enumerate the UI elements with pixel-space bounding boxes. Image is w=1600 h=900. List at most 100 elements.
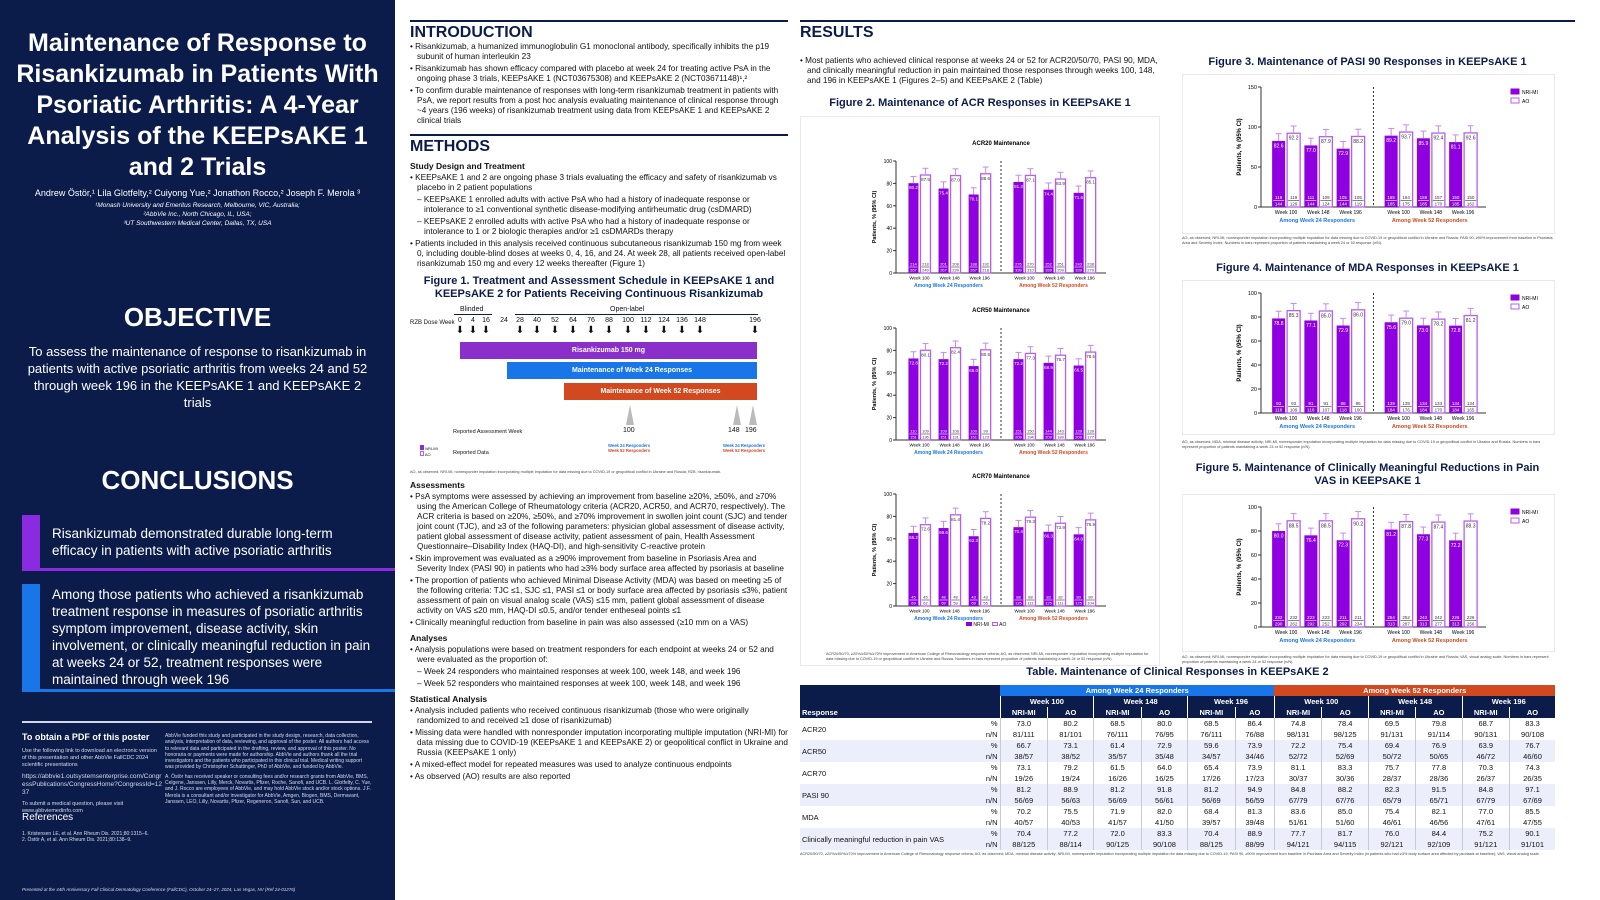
y-tick-label: 60 (886, 537, 892, 543)
data-label: 81.4 (951, 517, 960, 522)
bar-nri-mi (1416, 138, 1430, 207)
data-label: 79.0 (1401, 321, 1411, 327)
data-label: 72.8 (1451, 328, 1461, 334)
bar-nri-mi (1073, 192, 1084, 273)
n-label: 139 (1402, 401, 1410, 406)
data-label: 75.7 (1056, 357, 1065, 362)
figure2-footnote: ACR20/50/70, ≥20%/≥50%/≥70% improvement … (826, 652, 1149, 661)
analyses-sub-bullet: Week 52 responders who maintained respon… (410, 679, 788, 689)
table-cell: 81.7 (1321, 828, 1369, 839)
acr70-chart: ACR70 Maintenance Patients, % (95% CI) 0 20… (872, 474, 1106, 622)
bar-ao (1286, 132, 1301, 208)
dose-week: 40 ⬇ (531, 317, 543, 337)
bar-ao (1054, 354, 1067, 441)
assessment-bullet: PsA symptoms were assessed by achieving … (410, 492, 788, 552)
bar-ao (919, 349, 932, 441)
N-label: 252 (1322, 622, 1330, 627)
table-cell: 30/37 (1273, 773, 1322, 784)
figure1-schedule: Blinded Open-label RZB Dose Week 0 ⬇ 4 ⬇ 16 ⬇… (410, 305, 788, 470)
N-label: 111 (1058, 601, 1065, 606)
table-cell: 70.4 (1187, 828, 1236, 839)
dose-arrow-icon: ⬇ (568, 325, 578, 336)
table-cell: 39/57 (1187, 817, 1236, 828)
table-cell: 81/111 (999, 729, 1048, 740)
data-label: 88.5 (1321, 523, 1331, 529)
table-cell: 94.9 (1234, 784, 1275, 795)
N-label: 170 (1435, 202, 1443, 207)
reference: 2. Östör A, et al. Ann Rheum Dis. 2021;8… (22, 837, 132, 843)
x-tick-label: Week 100 (1014, 276, 1035, 281)
dose-week-number: 76 (587, 317, 595, 324)
y-tick-label: 80 (1251, 529, 1257, 535)
N-label: 125 (1045, 601, 1052, 606)
legend-label: AO (1522, 519, 1529, 525)
bar-ao (1431, 521, 1446, 628)
table-cell: 17/26 (1187, 773, 1236, 784)
response-label: Clinically meaningful reduction in pain … (802, 834, 945, 844)
stats-bullet: A mixed-effect model for repeated measur… (410, 760, 788, 770)
table-cell: 90.1 (1509, 828, 1555, 839)
y-tick-label: 40 (1251, 363, 1257, 369)
table-cell: 67/79 (1461, 795, 1510, 806)
dose-week-number: 112 (640, 317, 652, 324)
dose-week-label: RZB Dose Week (410, 320, 455, 326)
table-cell: 81.2 (1093, 784, 1142, 795)
N-label: 299 (1057, 268, 1064, 273)
bar-nri-mi (1304, 320, 1318, 413)
dose-week-number: 52 (551, 317, 559, 324)
responders-legend: Week 24 Responders Week 52 Responders (723, 443, 765, 453)
table-cell: 56/59 (1234, 795, 1275, 806)
week-header: Week 100 (999, 696, 1094, 707)
legend-ao: AO (424, 452, 431, 457)
table-cell: 67/79 (1273, 795, 1322, 806)
legend-swatch (1510, 517, 1520, 524)
n-label: 80 (1076, 595, 1081, 600)
N-label: 177 (1087, 435, 1094, 440)
N-label: 287 (1402, 622, 1410, 627)
n-label: 45 (923, 595, 928, 600)
n-label: 223 (1322, 615, 1330, 620)
data-label: 88.2 (1353, 139, 1363, 145)
data-label: 72.2 (1014, 361, 1023, 366)
n-label: 211 (1355, 615, 1363, 620)
chart-title: ACR70 Maintenance (972, 474, 1030, 480)
dose-week-number: 88 (605, 317, 613, 324)
table-row: ACR70% 73.1 79.2 61.5 64.0 65.4 73.9 81.1 83.3 75… (800, 762, 1555, 778)
table-cell: 56/61 (1140, 795, 1188, 806)
dose-week: 52 ⬇ (549, 317, 561, 337)
n-label: 110 (910, 429, 917, 434)
table-cell: 92/109 (1415, 839, 1462, 850)
figure1-footnote: AO, as observed; NRI-MI, nonresponder im… (410, 470, 722, 474)
y-tick-label: 0 (1254, 625, 1257, 631)
data-label: 77.3 (1026, 355, 1035, 360)
x-tick-label: Week 148 (1044, 443, 1065, 448)
bar-nri-mi (1013, 181, 1024, 273)
bar-nri-mi (938, 359, 949, 440)
y-tick-label: 20 (1251, 601, 1257, 607)
y-tick-label: 40 (886, 226, 892, 232)
table-cell: 56/69 (999, 795, 1048, 806)
presented-at: Presented at the 44th Anniversary Fall C… (22, 887, 296, 892)
pdf-link[interactable]: https://abbvie1.outsystemsenterprise.com… (22, 773, 163, 796)
y-tick-label: 100 (884, 492, 893, 498)
data-label: 78.8 (1274, 321, 1284, 327)
table-cell: 80.0 (1140, 718, 1188, 729)
N-label: 292 (1339, 622, 1347, 627)
data-label: 85.1 (1086, 180, 1095, 185)
results-text: Most patients who achieved clinical resp… (800, 56, 1165, 88)
assessment-marker (733, 405, 741, 425)
table-cell: 26/35 (1509, 773, 1555, 784)
funding-text: AbbVie funded this study and participate… (165, 733, 370, 771)
assessment-bullet: Clinically meaningful reduction from bas… (410, 618, 788, 628)
x-tick-label: Week 148 (939, 276, 960, 281)
response-label: ACR70 (802, 768, 827, 778)
conclusions-heading: CONCLUSIONS (101, 465, 294, 495)
n-label: 109 (940, 429, 947, 434)
stats-bullet: Missing data were handled with nonrespon… (410, 728, 788, 758)
data-label: 76.4 (1306, 538, 1316, 544)
y-tick-label: 20 (886, 582, 892, 588)
N-label: 131 (952, 435, 959, 440)
assessment-week: 196 (745, 427, 757, 434)
data-label: 72.3 (1338, 543, 1348, 549)
n-label: 134 (1420, 401, 1428, 406)
